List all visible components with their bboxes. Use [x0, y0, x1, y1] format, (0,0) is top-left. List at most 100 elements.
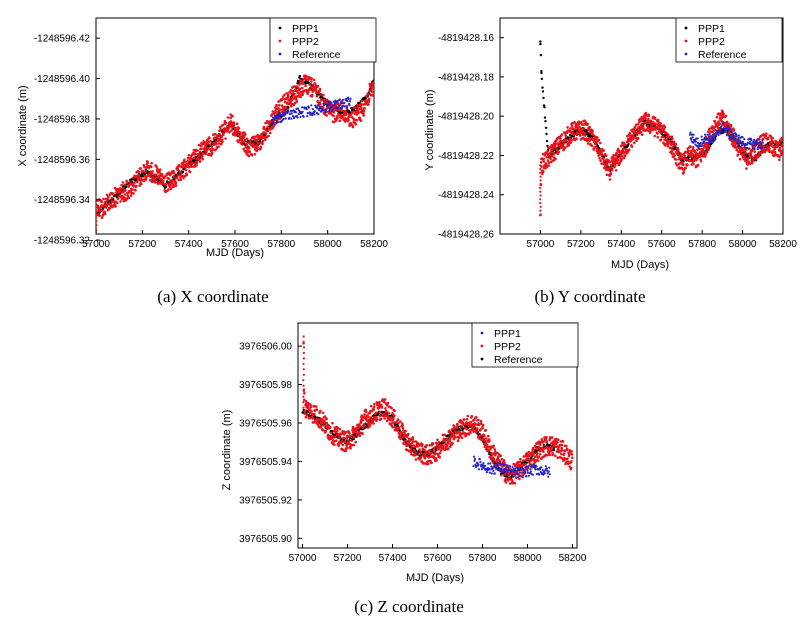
- data-point: [606, 164, 609, 167]
- data-point: [778, 146, 782, 150]
- data-point: [371, 90, 374, 93]
- data-point: [708, 144, 712, 148]
- data-point: [234, 134, 238, 137]
- data-point: [215, 143, 218, 146]
- data-point: [150, 165, 153, 169]
- data-point: [539, 167, 542, 171]
- data-point: [150, 161, 153, 165]
- data-point: [359, 103, 362, 106]
- y-axis-label: X coordinate (m): [17, 85, 29, 166]
- data-point: [704, 133, 707, 136]
- data-point: [356, 104, 360, 108]
- series-ppp2: [302, 335, 574, 485]
- data-point: [375, 79, 378, 82]
- data-point: [639, 117, 642, 121]
- data-point: [753, 147, 756, 150]
- data-point: [469, 420, 473, 424]
- data-point: [264, 138, 267, 141]
- data-point: [267, 129, 270, 132]
- data-point: [655, 125, 658, 129]
- data-point: [592, 148, 596, 151]
- data-point: [312, 404, 316, 408]
- data-point: [125, 181, 129, 185]
- data-point: [373, 85, 374, 89]
- data-point: [659, 138, 663, 141]
- data-point: [336, 430, 339, 433]
- series-reference: [271, 96, 352, 125]
- data-point: [527, 474, 531, 477]
- data-point: [290, 98, 294, 102]
- data-point: [107, 195, 110, 198]
- data-point: [463, 426, 467, 430]
- data-point: [357, 111, 360, 115]
- data-point: [344, 113, 348, 116]
- data-point: [560, 133, 564, 136]
- data-point: [548, 154, 552, 157]
- data-point: [105, 206, 108, 209]
- data-point: [438, 451, 442, 455]
- data-point: [175, 176, 179, 180]
- data-point: [544, 120, 547, 123]
- data-point: [305, 108, 308, 111]
- data-point: [568, 448, 571, 452]
- data-point: [570, 450, 573, 453]
- data-point: [479, 428, 482, 431]
- data-point: [304, 84, 307, 88]
- data-point: [716, 122, 719, 125]
- data-point: [363, 106, 366, 110]
- data-point: [604, 154, 608, 157]
- data-point: [340, 102, 343, 105]
- data-point: [229, 120, 233, 123]
- data-point: [511, 475, 515, 478]
- data-point: [518, 477, 521, 481]
- data-point: [446, 440, 450, 444]
- data-point: [282, 111, 285, 115]
- data-point: [328, 109, 331, 113]
- data-point: [771, 140, 775, 143]
- data-point: [571, 456, 574, 460]
- data-point: [556, 456, 559, 460]
- data-point: [256, 145, 259, 149]
- data-point: [301, 110, 304, 113]
- data-point: [540, 446, 544, 450]
- data-point: [549, 436, 552, 439]
- data-point: [98, 210, 102, 213]
- data-point: [667, 133, 670, 137]
- data-point: [467, 433, 471, 436]
- data-point: [306, 404, 310, 408]
- data-point: [143, 165, 146, 169]
- data-point: [261, 139, 265, 143]
- data-point: [749, 140, 752, 143]
- data-point: [302, 340, 305, 343]
- data-point: [427, 459, 430, 463]
- data-point: [192, 156, 196, 160]
- data-point: [452, 437, 456, 441]
- data-point: [455, 432, 459, 435]
- data-point: [559, 137, 562, 140]
- data-point: [336, 426, 339, 430]
- data-point: [229, 116, 233, 120]
- data-point: [586, 142, 590, 145]
- data-point: [189, 165, 193, 168]
- data-point: [389, 416, 393, 419]
- data-point: [473, 459, 476, 462]
- data-point: [330, 431, 333, 435]
- data-point: [409, 450, 413, 454]
- data-point: [344, 110, 348, 114]
- data-point: [307, 90, 310, 94]
- data-point: [485, 437, 488, 440]
- data-point: [469, 431, 472, 435]
- data-point: [778, 155, 781, 159]
- data-point: [600, 153, 604, 157]
- data-point: [123, 193, 127, 196]
- legend-label: Reference: [292, 49, 341, 61]
- data-point: [479, 419, 483, 423]
- data-point: [546, 159, 550, 162]
- data-point: [220, 138, 224, 141]
- data-point: [700, 138, 704, 141]
- data-point: [542, 170, 545, 173]
- data-point: [220, 135, 223, 139]
- data-point: [720, 128, 724, 131]
- data-point: [557, 448, 560, 451]
